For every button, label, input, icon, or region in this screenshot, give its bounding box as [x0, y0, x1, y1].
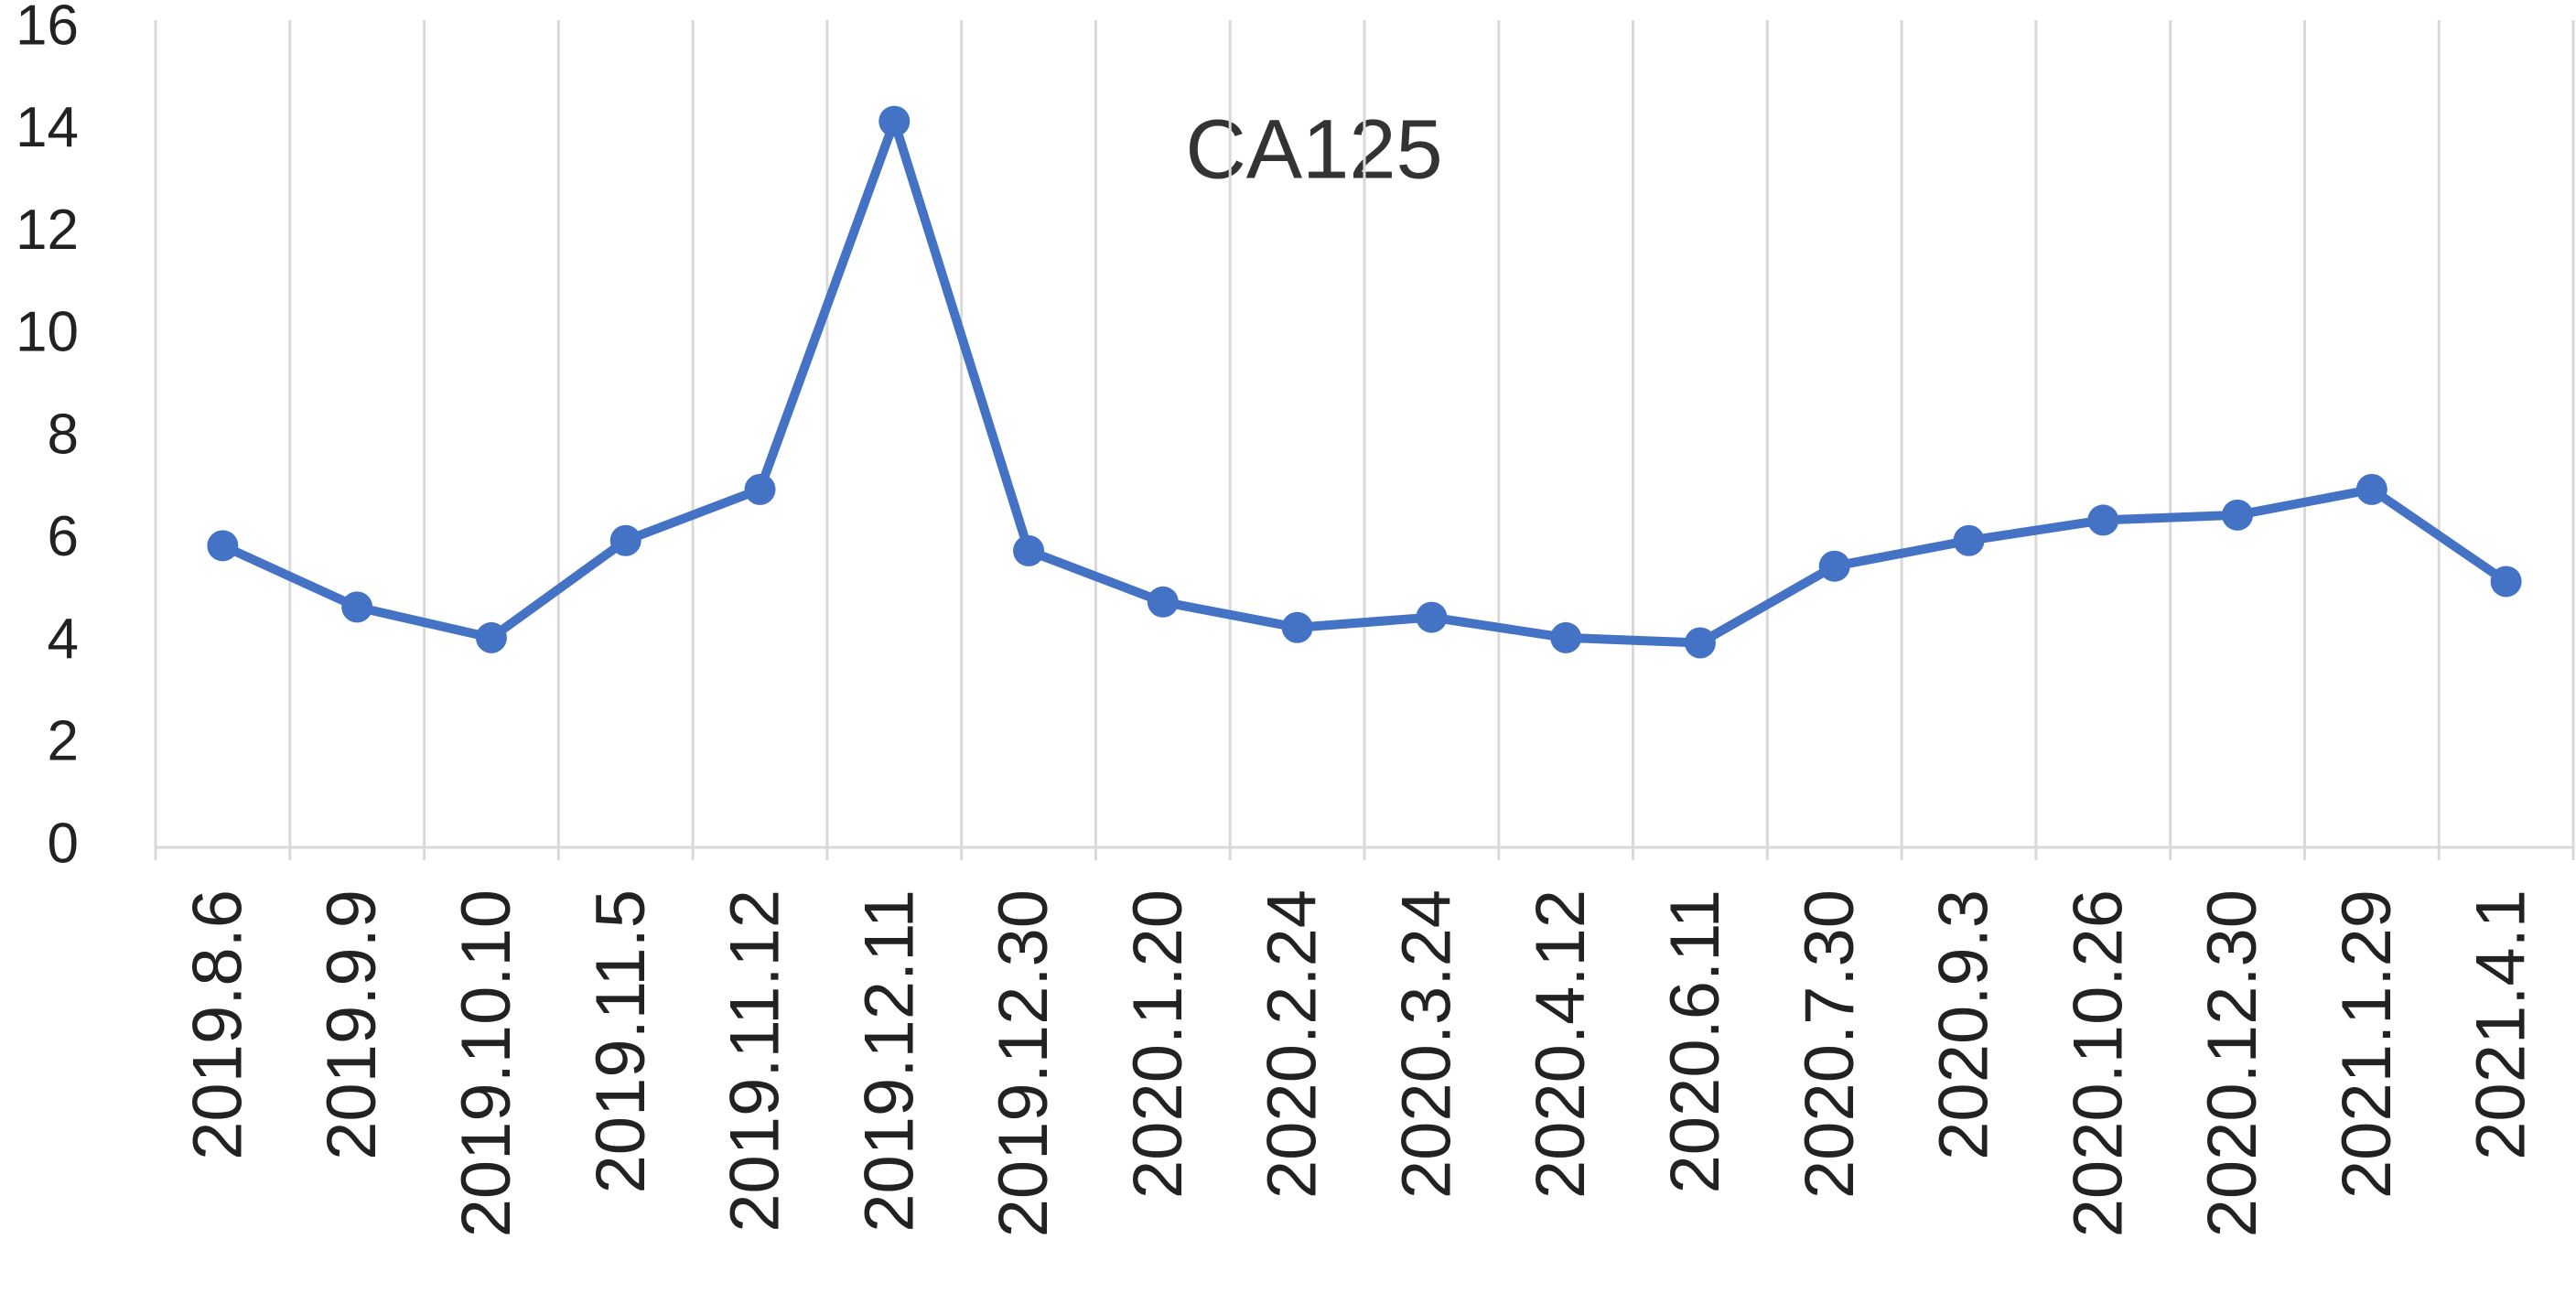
- x-tick-label: 2020.2.24: [1254, 889, 1331, 1199]
- data-point: [1684, 627, 1716, 659]
- y-tick-label: 8: [48, 403, 79, 466]
- data-point: [744, 473, 776, 505]
- data-point: [1147, 586, 1179, 618]
- x-tick-label: 2020.4.12: [1522, 889, 1600, 1199]
- y-tick-label: 6: [48, 505, 79, 568]
- x-tick-label: 2020.1.20: [1119, 889, 1197, 1199]
- x-tick-label: 2019.9.9: [313, 889, 391, 1160]
- data-point: [1013, 534, 1045, 566]
- x-tick-label: 2020.10.26: [2059, 889, 2137, 1237]
- data-point: [2355, 473, 2387, 505]
- data-point: [1416, 601, 1448, 633]
- data-point: [878, 105, 911, 137]
- x-tick-label: 2019.10.10: [447, 889, 525, 1237]
- y-tick-label: 0: [48, 812, 79, 875]
- data-point: [341, 591, 373, 623]
- x-tick-label: 2019.12.30: [985, 889, 1062, 1237]
- chart-title: CA125: [1185, 102, 1442, 196]
- x-tick-label: 2019.8.6: [178, 889, 256, 1160]
- data-point: [475, 621, 507, 653]
- y-tick-label: 10: [16, 301, 79, 364]
- data-point: [2222, 499, 2254, 531]
- x-tick-label: 2019.11.12: [717, 889, 794, 1233]
- data-point: [2490, 566, 2522, 598]
- data-point: [1550, 621, 1582, 653]
- x-tick-label: 2020.9.3: [1925, 889, 2003, 1160]
- x-tick-label: 2020.7.30: [1791, 889, 1869, 1199]
- y-tick-label: 14: [16, 96, 79, 159]
- data-point: [207, 530, 239, 562]
- data-line: [221, 116, 2509, 648]
- data-point: [609, 524, 641, 556]
- x-tick-label: 2020.6.11: [1656, 889, 1734, 1193]
- y-tick-label: 2: [48, 710, 79, 773]
- x-tick-label: 2019.12.11: [850, 889, 928, 1233]
- y-tick-label: 12: [16, 199, 79, 262]
- x-tick-label: 2021.1.29: [2328, 889, 2406, 1199]
- data-point: [1818, 550, 1850, 582]
- y-tick-label: 4: [48, 608, 79, 671]
- x-tick-label: 2021.4.1: [2463, 889, 2540, 1160]
- x-tick-label: 2019.11.5: [582, 889, 660, 1193]
- y-tick-label: 16: [16, 0, 79, 57]
- data-point: [1281, 611, 1313, 643]
- data-point: [2087, 504, 2119, 536]
- x-tick-label: 2020.12.30: [2193, 889, 2271, 1237]
- data-point: [1953, 524, 1985, 556]
- x-tick-label: 2020.3.24: [1387, 889, 1465, 1199]
